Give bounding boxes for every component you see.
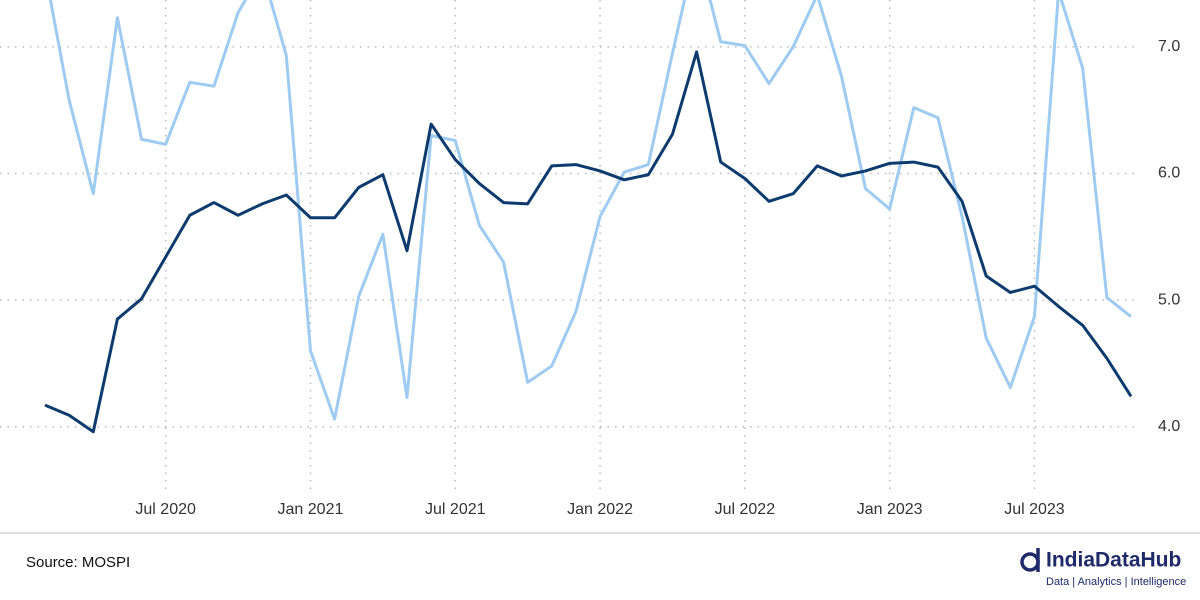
- x-tick-label: Jan 2023: [857, 501, 923, 518]
- y-tick-label: 7.0: [1158, 38, 1180, 55]
- series-line: [44, 50, 1133, 434]
- grid: [0, 0, 1140, 490]
- logo-icon: [1020, 552, 1040, 572]
- lines: [44, 0, 1133, 434]
- y-tick-label: 5.0: [1158, 291, 1180, 308]
- tagline: Data | Analytics | Intelligence: [1046, 576, 1186, 588]
- series-line: [48, 0, 1132, 421]
- x-tick-label: Jul 2023: [1004, 501, 1065, 518]
- source: Source: MOSPI: [26, 554, 130, 571]
- brand: IndiaDataHub: [1046, 549, 1181, 572]
- y-tick-label: 4.0: [1158, 418, 1180, 435]
- x-tick-label: Jan 2022: [567, 501, 633, 518]
- x-tick-label: Jan 2021: [278, 501, 344, 518]
- logo: IndiaDataHub Data | Analytics | Intellig…: [1020, 548, 1186, 588]
- x-tick-label: Jul 2022: [715, 501, 776, 518]
- x-tick-label: Jul 2021: [425, 501, 486, 518]
- x-tick-label: Jul 2020: [135, 501, 196, 518]
- y-tick-label: 6.0: [1158, 165, 1180, 182]
